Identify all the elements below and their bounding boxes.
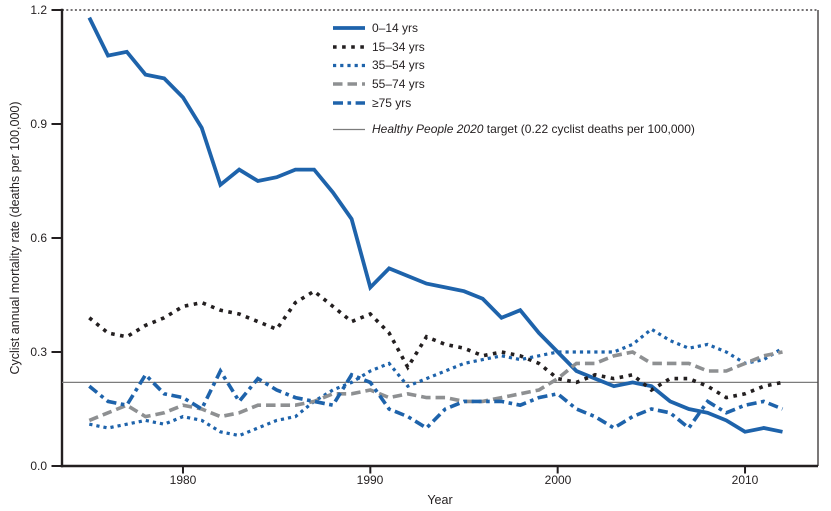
x-axis-title: Year (427, 493, 453, 507)
series-line-35-54 (88, 327, 784, 438)
x-tick-label: 2000 (544, 473, 572, 487)
legend-label-0-14: 0–14 yrs (372, 21, 419, 35)
x-tick-label: 1990 (356, 473, 384, 487)
y-tick-label: 0.3 (30, 345, 47, 359)
y-tick-label: 1.2 (30, 3, 47, 17)
legend-label-55-74: 55–74 yrs (372, 77, 425, 91)
legend-target-rest-part: target (0.22 cyclist deaths per 100,000) (483, 122, 695, 136)
legend-label-75plus: ≥75 yrs (372, 96, 412, 110)
legend-target-italic-part: Healthy People 2020 (372, 122, 484, 136)
x-tick-label: 2010 (731, 473, 759, 487)
y-tick-label: 0.6 (30, 231, 47, 245)
series-line-55-74 (88, 350, 783, 423)
y-axis-title: Cyclist annual mortality rate (deaths pe… (8, 101, 22, 375)
legend-label-target: Healthy People 2020 target (0.22 cyclist… (372, 122, 695, 136)
series-line-75 (88, 367, 784, 431)
series-line-0-14 (87, 16, 783, 434)
legend-label-15-34: 15–34 yrs (372, 40, 425, 54)
y-tick-label: 0.9 (30, 117, 47, 131)
y-tick-label: 0.0 (30, 459, 47, 473)
legend-label-35-54: 35–54 yrs (372, 58, 425, 72)
series-line-15-34 (88, 289, 783, 400)
x-tick-label: 1980 (169, 473, 197, 487)
